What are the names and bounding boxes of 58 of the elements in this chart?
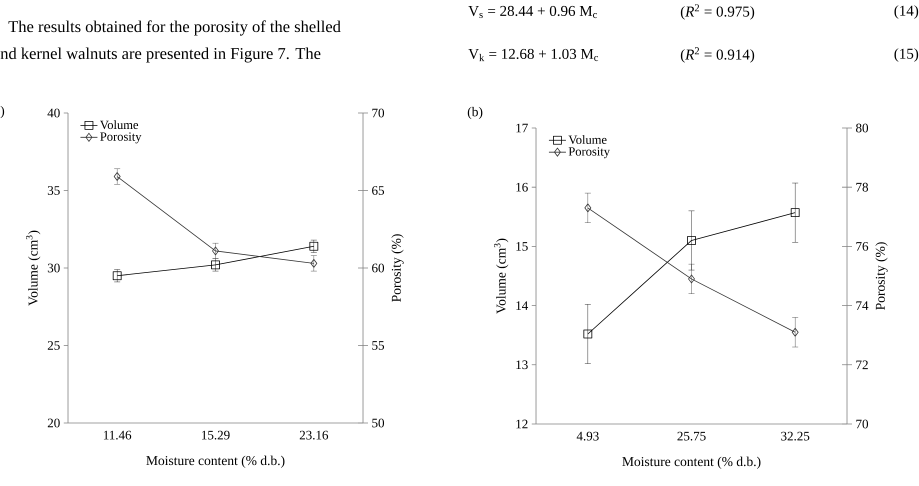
y2-axis-title: Porosity (%) xyxy=(391,234,404,302)
chart-title: ) xyxy=(0,106,4,118)
y2-tick-label: 72 xyxy=(856,360,868,370)
text: V$_{s}$ = 28.44 + 0.96 M$_{c}$ xyxy=(468,6,597,18)
y-tick-label: 17 xyxy=(516,124,528,132)
y-tick-label: 14 xyxy=(516,301,528,310)
y2-tick-label: 65 xyxy=(372,186,384,195)
legend-label: Volume xyxy=(568,135,607,144)
point xyxy=(212,246,219,256)
y2-tick-label: 74 xyxy=(856,301,868,310)
y2-tick-label: 55 xyxy=(372,341,384,350)
text: (14) xyxy=(894,5,918,19)
text: (R$^{2}$ = 0.914) xyxy=(680,47,754,63)
point xyxy=(790,208,800,218)
legend-label: Porosity xyxy=(100,132,142,144)
y-tick-label: 25 xyxy=(48,341,60,350)
point xyxy=(211,260,220,270)
point xyxy=(584,204,592,212)
y2-tick-label: 76 xyxy=(856,242,868,251)
point xyxy=(583,330,592,338)
text: The results obtained for the porosity of the shelled xyxy=(8,20,341,36)
y2-tick-label: 80 xyxy=(856,124,868,132)
y-tick-label: 20 xyxy=(48,418,60,428)
text: nd kernel walnuts are presented in Figure 7. The xyxy=(0,47,320,62)
y-tick-label: 40 xyxy=(47,108,60,118)
point xyxy=(792,328,799,337)
y-tick-label: 15 xyxy=(516,242,528,251)
point xyxy=(687,236,696,245)
y-axis-title: Volume (cm$^{3}$) xyxy=(494,238,508,314)
y2-tick-label: 50 xyxy=(372,418,384,428)
x-tick-label: 11.46 xyxy=(104,430,132,440)
y2-tick-label: 70 xyxy=(856,420,868,428)
y-tick-label: 16 xyxy=(516,182,528,192)
y-tick-label: 13 xyxy=(516,360,528,370)
legend-label: Volume xyxy=(100,120,138,130)
x-tick-label: 25.75 xyxy=(677,432,706,441)
x-tick-label: 23.16 xyxy=(300,430,328,440)
x-tick-label: 15.29 xyxy=(202,430,230,440)
legend-label: Porosity xyxy=(568,147,610,158)
x-tick-label: 32.25 xyxy=(781,432,810,441)
text: V$_{k}$ = 12.68 + 1.03 M$_{c}$ xyxy=(468,48,598,62)
text: (R$^{2}$ = 0.975) xyxy=(680,4,754,20)
y-axis-title: Volume (cm$^{3}$) xyxy=(26,230,40,306)
y-tick-label: 12 xyxy=(516,420,528,428)
y-tick-label: 30 xyxy=(48,264,60,272)
x-axis-title: Moisture content (% d.b.) xyxy=(622,456,760,469)
y2-tick-label: 78 xyxy=(856,182,868,192)
point xyxy=(688,274,695,284)
y2-tick-label: 60 xyxy=(372,264,384,272)
chart-title: (b) xyxy=(468,106,482,120)
y-tick-label: 35 xyxy=(48,186,60,195)
point xyxy=(310,258,318,268)
y2-tick-label: 70 xyxy=(372,108,384,118)
x-tick-label: 4.93 xyxy=(576,432,599,441)
point xyxy=(114,172,121,181)
text: (15) xyxy=(894,48,918,62)
y2-axis-title: Porosity (%) xyxy=(875,242,888,310)
x-axis-title: Moisture content (% d.b.) xyxy=(146,456,284,468)
